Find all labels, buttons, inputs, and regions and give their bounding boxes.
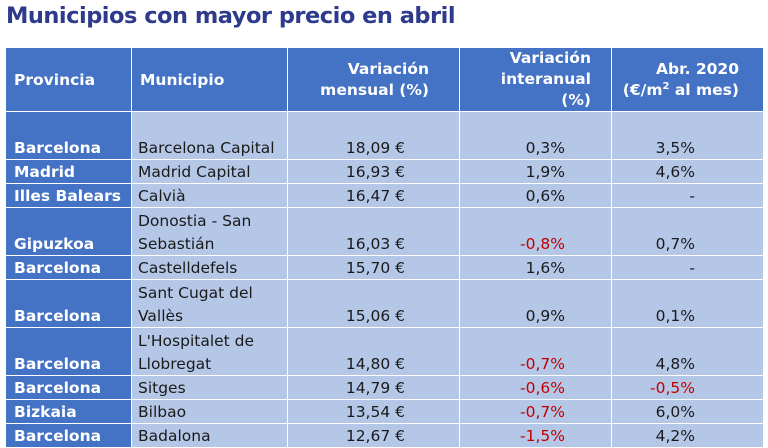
variacion-interanual-cell: -0,8% bbox=[459, 207, 612, 256]
page-title: Municipios con mayor precio en abril bbox=[6, 3, 456, 29]
abr-2020-cell: 6,0% bbox=[611, 399, 764, 424]
variacion-interanual-cell: 0,6% bbox=[459, 183, 612, 208]
variacion-mensual-cell: 14,80 € bbox=[287, 327, 460, 376]
municipio-cell: Castelldefels bbox=[131, 255, 288, 280]
variacion-interanual-cell: 0,9% bbox=[459, 279, 612, 328]
variacion-mensual-cell: 12,67 € bbox=[287, 423, 460, 448]
variacion-mensual-cell: 14,79 € bbox=[287, 375, 460, 400]
table-row: Madrid Madrid Capital 16,93 €1,9% 4,6% bbox=[5, 159, 764, 184]
provincia-cell: Illes Balears bbox=[5, 183, 132, 208]
header-variacion-mensual: Variación mensual (%) bbox=[287, 47, 460, 112]
header-variacion-interanual: Variación interanual (%) bbox=[459, 47, 612, 112]
municipio-cell: Sant Cugat del Vallès bbox=[131, 279, 288, 328]
abr-2020-cell: 3,5% bbox=[611, 111, 764, 160]
header-mensual-line1: Variación bbox=[347, 59, 429, 78]
table-row: Barcelona Badalona 12,67 € -1,5% 4,2% bbox=[5, 423, 764, 448]
table-row: Bizkaia Bilbao 13,54 € -0,7% 6,0% bbox=[5, 399, 764, 424]
abr-2020-cell: 4,2% bbox=[611, 423, 764, 448]
provincia-cell: Barcelona bbox=[5, 423, 132, 448]
variacion-mensual-cell: 16,03 € bbox=[287, 207, 460, 256]
municipio-cell: Bilbao bbox=[131, 399, 288, 424]
table-row: Barcelona Sitges 14,79 € -0,6% -0,5% bbox=[5, 375, 764, 400]
abr-2020-cell: 4,6% bbox=[611, 159, 764, 184]
header-provincia: Provincia bbox=[5, 47, 132, 112]
provincia-cell: Bizkaia bbox=[5, 399, 132, 424]
table-row: Barcelona Castelldefels 15,70 €1,6% - bbox=[5, 255, 764, 280]
municipio-cell: Calvià bbox=[131, 183, 288, 208]
variacion-interanual-cell: 1,9% bbox=[459, 159, 612, 184]
variacion-mensual-cell: 15,06 € bbox=[287, 279, 460, 328]
provincia-cell: Gipuzkoa bbox=[5, 207, 132, 256]
variacion-mensual-cell: 16,93 € bbox=[287, 159, 460, 184]
header-mensual-line2: mensual (%) bbox=[320, 80, 429, 99]
municipio-cell: Donostia - San Sebastián bbox=[131, 207, 288, 256]
provincia-cell: Barcelona bbox=[5, 255, 132, 280]
municipio-cell: Madrid Capital bbox=[131, 159, 288, 184]
municipio-cell: L'Hospitalet de Llobregat bbox=[131, 327, 288, 376]
header-row: Provincia Municipio Variación mensual (%… bbox=[5, 47, 764, 112]
table-row: Barcelona Barcelona Capital 18,09 €0,3% 3,5… bbox=[5, 111, 764, 160]
provincia-cell: Barcelona bbox=[5, 279, 132, 328]
variacion-interanual-cell: -0,7% bbox=[459, 399, 612, 424]
table-body: Barcelona Barcelona Capital 18,09 €0,3% 3,5… bbox=[5, 111, 764, 448]
table-row: Barcelona Sant Cugat del Vallès 15,06 €0,9… bbox=[5, 279, 764, 328]
variacion-interanual-cell: -0,6% bbox=[459, 375, 612, 400]
abr-2020-cell: -0,5% bbox=[611, 375, 764, 400]
abr-2020-cell: 0,7% bbox=[611, 207, 764, 256]
table-row: Gipuzkoa Donostia - San Sebastián 16,03 € -… bbox=[5, 207, 764, 256]
table-row: Illes Balears Calvià 16,47 €0,6% - bbox=[5, 183, 764, 208]
variacion-interanual-cell: -0,7% bbox=[459, 327, 612, 376]
abr-2020-cell: 4,8% bbox=[611, 327, 764, 376]
header-abr-line1: Abr. 2020 bbox=[656, 59, 739, 78]
variacion-interanual-cell: 0,3% bbox=[459, 111, 612, 160]
variacion-mensual-cell: 18,09 € bbox=[287, 111, 460, 160]
header-municipio: Municipio bbox=[131, 47, 288, 112]
table-row: Barcelona L'Hospitalet de Llobregat 14,80 … bbox=[5, 327, 764, 376]
variacion-mensual-cell: 16,47 € bbox=[287, 183, 460, 208]
provincia-cell: Madrid bbox=[5, 159, 132, 184]
variacion-interanual-cell: 1,6% bbox=[459, 255, 612, 280]
header-abr-2020: Abr. 2020 (€/m2 al mes) bbox=[611, 47, 764, 112]
provincia-cell: Barcelona bbox=[5, 327, 132, 376]
header-abr-line2: (€/m2 al mes) bbox=[622, 80, 739, 99]
variacion-interanual-cell: -1,5% bbox=[459, 423, 612, 448]
abr-2020-cell: - bbox=[611, 255, 764, 280]
header-interanual-line2: interanual (%) bbox=[500, 70, 591, 109]
abr-2020-cell: 0,1% bbox=[611, 279, 764, 328]
municipios-table: Provincia Municipio Variación mensual (%… bbox=[5, 47, 764, 448]
provincia-cell: Barcelona bbox=[5, 111, 132, 160]
header-interanual-line1: Variación bbox=[509, 49, 591, 67]
variacion-mensual-cell: 13,54 € bbox=[287, 399, 460, 424]
abr-2020-cell: - bbox=[611, 183, 764, 208]
variacion-mensual-cell: 15,70 € bbox=[287, 255, 460, 280]
municipio-cell: Sitges bbox=[131, 375, 288, 400]
municipio-cell: Badalona bbox=[131, 423, 288, 448]
provincia-cell: Barcelona bbox=[5, 375, 132, 400]
municipio-cell: Barcelona Capital bbox=[131, 111, 288, 160]
